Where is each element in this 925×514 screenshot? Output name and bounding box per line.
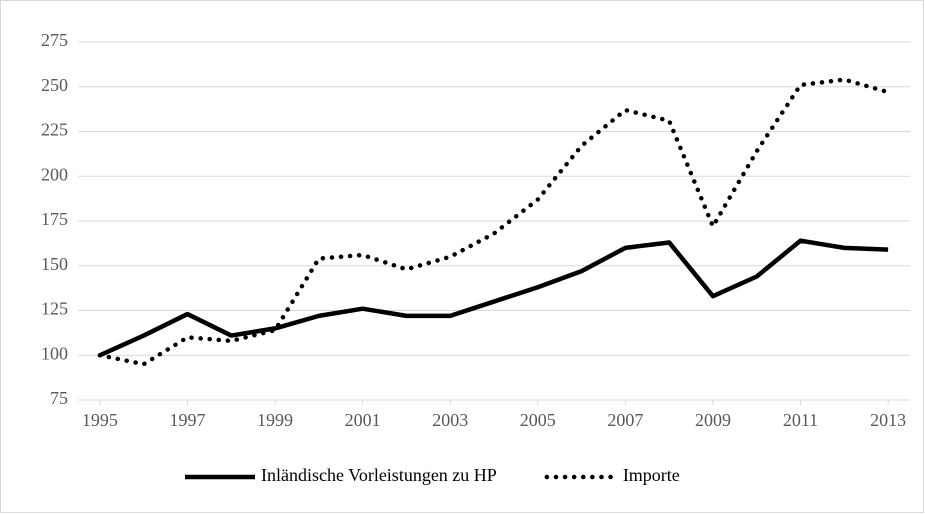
x-tick-label: 1997 bbox=[169, 410, 205, 430]
y-tick-label: 275 bbox=[41, 30, 68, 50]
x-tick-label: 2003 bbox=[432, 410, 468, 430]
x-tick-label: 2009 bbox=[695, 410, 731, 430]
y-tick-label: 75 bbox=[50, 388, 68, 408]
legend: Inländische Vorleistungen zu HP Importe bbox=[185, 465, 680, 485]
y-tick-label: 225 bbox=[41, 120, 68, 140]
x-tick-label: 2007 bbox=[607, 410, 643, 430]
x-tick-label: 1995 bbox=[82, 410, 118, 430]
x-tick-label: 2001 bbox=[345, 410, 381, 430]
legend-label: Inländische Vorleistungen zu HP bbox=[261, 465, 497, 485]
y-tick-label: 175 bbox=[41, 209, 68, 229]
y-tick-label: 100 bbox=[41, 343, 68, 363]
x-tick-label: 1999 bbox=[257, 410, 293, 430]
y-tick-label: 200 bbox=[41, 164, 68, 184]
y-tick-label: 150 bbox=[41, 254, 68, 274]
y-tick-label: 125 bbox=[41, 299, 68, 319]
x-tick-label: 2013 bbox=[870, 410, 906, 430]
data-line bbox=[98, 238, 889, 358]
x-tick-label: 2005 bbox=[520, 410, 556, 430]
data-line bbox=[97, 77, 891, 367]
x-tick-label: 2011 bbox=[783, 410, 818, 430]
y-tick-label: 250 bbox=[41, 75, 68, 95]
legend-label: Importe bbox=[623, 465, 680, 485]
